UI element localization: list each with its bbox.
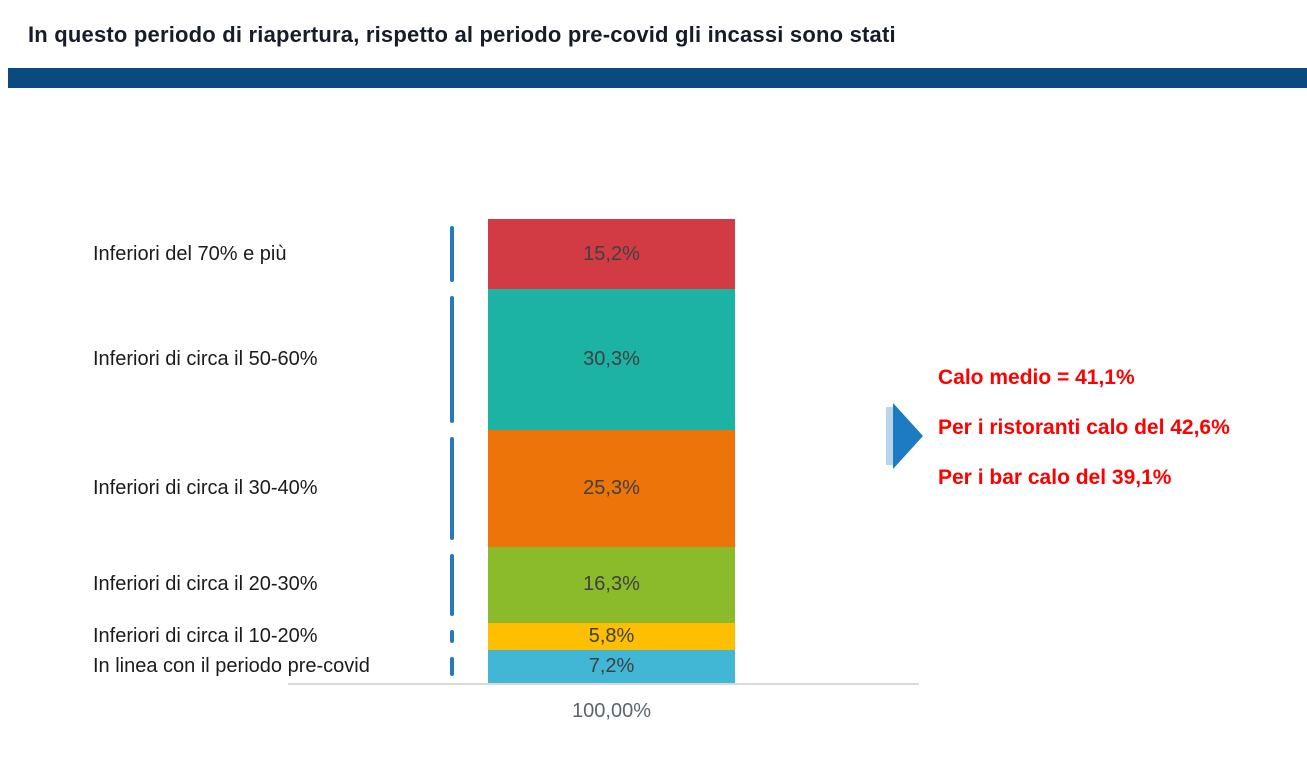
chart-row: Inferiori di circa il 50-60% 30,3% [0, 289, 735, 430]
slide-title: In questo periodo di riapertura, rispett… [28, 22, 896, 47]
leader-cell [450, 289, 488, 429]
category-label: Inferiori di circa il 30-40% [93, 477, 318, 500]
callout-line-average: Calo medio = 41,1% [938, 366, 1135, 389]
bar-segment: 16,3% [488, 547, 735, 623]
bar-segment: 7,2% [488, 649, 735, 683]
bar-segment: 25,3% [488, 429, 735, 548]
category-label: In linea con il periodo pre-covid [93, 654, 370, 677]
leader-cell [450, 219, 488, 289]
callout-line-restaurants: Per i ristoranti calo del 42,6% [938, 416, 1230, 439]
chart-row: Inferiori di circa il 30-40% 25,3% [0, 429, 735, 548]
bar-segment: 30,3% [488, 289, 735, 430]
chart-row: Inferiori del 70% e più 15,2% [0, 219, 735, 290]
leader-line [450, 629, 454, 643]
category-label: Inferiori di circa il 50-60% [93, 348, 318, 371]
leader-cell [450, 623, 488, 650]
bar-segment: 15,2% [488, 219, 735, 290]
chart-row: Inferiori di circa il 10-20% 5,8% [0, 622, 735, 650]
bar-segment: 5,8% [488, 622, 735, 650]
chart-row: Inferiori di circa il 20-30% 16,3% [0, 547, 735, 623]
leader-cell [450, 650, 488, 683]
callout-line-bars: Per i bar calo del 39,1% [938, 466, 1172, 489]
leader-line [450, 656, 454, 676]
leader-cell [450, 547, 488, 623]
segment-value-label: 15,2% [583, 242, 640, 265]
arrow-triangle [893, 403, 923, 469]
leader-cell [450, 430, 488, 547]
total-axis-label: 100,00% [572, 700, 651, 722]
leader-line [450, 436, 454, 541]
segment-value-label: 30,3% [583, 348, 640, 371]
category-axis-line [288, 683, 919, 685]
arrow-right-icon [886, 403, 926, 469]
category-label: Inferiori di circa il 10-20% [93, 624, 318, 647]
leader-line [450, 554, 454, 616]
category-label: Inferiori del 70% e più [93, 242, 287, 265]
title-accent-bar [8, 68, 1307, 88]
segment-value-label: 5,8% [588, 624, 635, 647]
segment-value-label: 25,3% [583, 477, 640, 500]
callout-text-block: Calo medio = 41,1% Per i ristoranti calo… [938, 366, 1230, 490]
leader-line [450, 296, 454, 423]
category-label: Inferiori di circa il 20-30% [93, 573, 318, 596]
stacked-bar-chart: Inferiori del 70% e più 15,2% Inferiori di… [0, 219, 735, 683]
segment-value-label: 16,3% [583, 573, 640, 596]
arrow-accent-bar [886, 407, 893, 465]
chart-row: In linea con il periodo pre-covid 7,2% [0, 649, 735, 683]
segment-value-label: 7,2% [588, 654, 635, 677]
leader-line [450, 226, 454, 283]
